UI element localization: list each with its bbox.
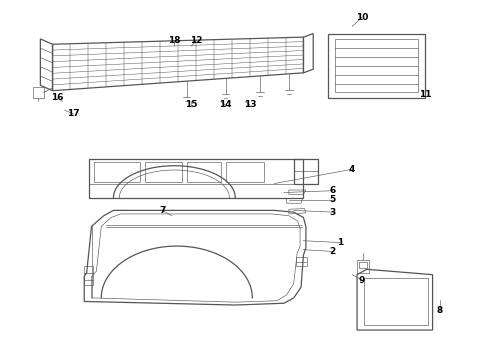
Text: 18: 18 <box>168 36 181 45</box>
Bar <box>225 162 265 182</box>
Text: 10: 10 <box>356 13 368 22</box>
Bar <box>33 87 44 98</box>
Text: 12: 12 <box>190 36 202 45</box>
Bar <box>360 262 367 267</box>
Bar <box>187 162 220 182</box>
Bar <box>335 39 418 93</box>
Bar <box>365 278 428 325</box>
Text: 8: 8 <box>437 306 443 315</box>
Text: 2: 2 <box>330 247 336 256</box>
Text: 7: 7 <box>159 206 165 215</box>
Bar <box>94 162 140 182</box>
Text: 5: 5 <box>330 195 336 204</box>
Text: 11: 11 <box>419 90 432 99</box>
Text: 17: 17 <box>67 109 80 118</box>
Text: 13: 13 <box>244 100 256 109</box>
Bar <box>328 33 425 98</box>
Text: 9: 9 <box>359 275 365 284</box>
Text: 6: 6 <box>330 186 336 195</box>
Bar <box>145 162 182 182</box>
Text: 16: 16 <box>51 93 64 102</box>
Text: 15: 15 <box>185 100 197 109</box>
Bar <box>296 257 307 266</box>
Text: 1: 1 <box>337 238 343 247</box>
Text: 4: 4 <box>349 165 355 174</box>
Bar <box>84 266 93 285</box>
Bar <box>357 260 369 273</box>
Text: 14: 14 <box>219 100 232 109</box>
Text: 3: 3 <box>330 208 336 217</box>
